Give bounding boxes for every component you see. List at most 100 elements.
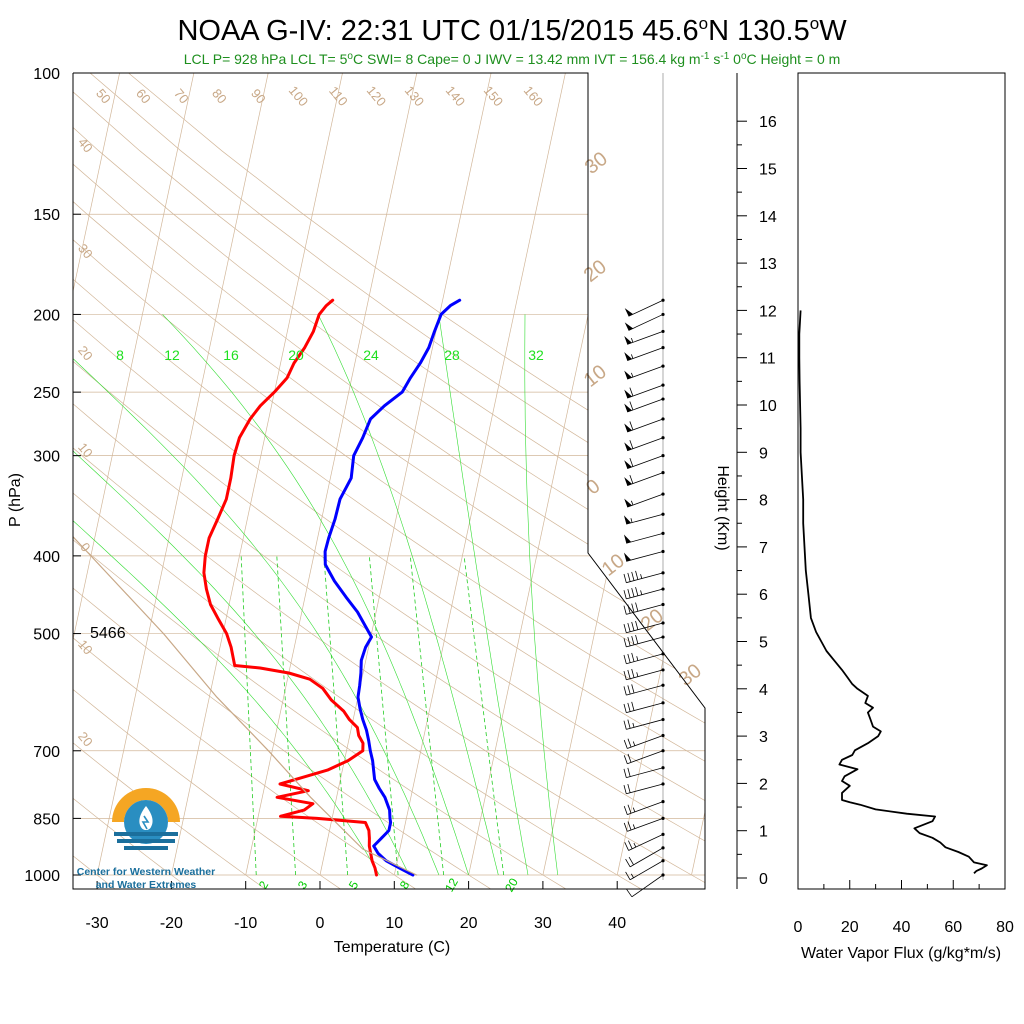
x-axis-label: Temperature (C)	[334, 939, 450, 956]
wind-barb-flag	[629, 474, 634, 484]
height-tick-label: 8	[759, 493, 768, 510]
moist-adiabat-line	[317, 314, 499, 876]
wind-barb-flag	[623, 590, 627, 599]
parcel-line	[73, 73, 418, 876]
flux-x-axis-label: Water Vapor Flux (g/kg*m/s)	[801, 945, 1001, 962]
logo-wave-1	[114, 832, 178, 836]
wind-barb	[624, 329, 665, 345]
wind-barb-dot	[661, 346, 665, 350]
isotherm-label: 0	[582, 475, 604, 499]
y-tick-label: 100	[33, 66, 60, 83]
y-tick-label: 200	[33, 307, 60, 324]
wind-barb-flag	[625, 871, 631, 880]
wind-barb-staff	[631, 874, 664, 898]
wind-barb-flag	[635, 586, 639, 596]
wind-barb-staff	[626, 767, 664, 778]
isotherm-label: 30	[581, 148, 612, 179]
wind-barb-pennant	[624, 460, 632, 469]
wind-barb-pennant	[624, 403, 632, 413]
dry-adiabat-label: 160	[521, 83, 546, 109]
wind-barb	[625, 859, 665, 881]
wind-barb-pennant	[623, 552, 632, 562]
wind-barb-flag	[631, 636, 635, 645]
x-tick-label: -30	[86, 915, 109, 932]
wind-barb	[624, 364, 665, 380]
wind-barb-staff	[626, 588, 664, 600]
wind-barb-flag	[623, 720, 627, 730]
moist-adiabat-line	[524, 314, 559, 876]
logo-wave-2	[117, 839, 175, 843]
height-tick-label: 12	[759, 303, 777, 320]
height-tick-label: 16	[759, 114, 777, 131]
height-tick-label: 1	[759, 824, 768, 841]
logo-text-line1: Center for Western Weather	[77, 866, 215, 878]
logo-text-line2: and Water Extremes	[96, 879, 197, 891]
dry-adiabat-line	[73, 73, 346, 889]
moist-adiabat-line	[73, 314, 410, 876]
wind-barb-dot	[661, 846, 665, 850]
height-tick-label: 7	[759, 540, 768, 557]
wind-barb-dot	[661, 683, 665, 687]
wind-barb-flag	[631, 603, 635, 613]
wind-barb-flag	[627, 702, 631, 712]
wind-barb-flag	[629, 387, 634, 397]
wind-barb-dot	[661, 549, 665, 554]
wind-barb-dot	[661, 766, 665, 770]
wind-barb-flag	[623, 785, 627, 794]
wind-barb	[623, 570, 665, 584]
wind-barb-flag	[631, 668, 635, 678]
wind-barb-flag	[623, 806, 628, 815]
flux-x-tick-label: 60	[944, 919, 962, 936]
wind-barb-flag	[623, 624, 627, 633]
wind-barb-flag	[628, 856, 634, 866]
wind-barb-pennant	[624, 308, 634, 317]
wind-barb	[623, 816, 665, 832]
wind-barb-flag	[631, 701, 635, 711]
mixing-ratio-line	[240, 555, 257, 876]
flux-panel: 0 20 40 60 80 Water Vapor Flux (g/kg*m/s)	[794, 72, 1014, 962]
flux-x-tick-label: 20	[841, 919, 859, 936]
wind-barb-half-flag	[632, 741, 636, 746]
wind-barb-flag	[623, 755, 628, 764]
wind-barb-dot	[661, 298, 665, 302]
wind-barb-half-flag	[631, 354, 634, 359]
wind-barb	[623, 749, 665, 765]
dry-adiabat-line	[73, 73, 705, 889]
dry-adiabat-label: 10	[75, 440, 96, 461]
y-tick-label: 300	[33, 449, 60, 466]
dry-adiabat-label: 50	[93, 86, 114, 107]
wind-barb-staff	[627, 365, 664, 380]
wind-barb-dot	[661, 364, 665, 368]
wind-barb-flag	[625, 858, 631, 868]
skewt-axes: -30 -20 -10 0 10 20 30 401001502002503004005007…	[24, 66, 626, 932]
wind-barb-dot	[661, 621, 665, 625]
wind-barb-dot	[661, 531, 665, 535]
wind-barb-flag	[629, 440, 634, 449]
wind-barb	[623, 733, 665, 749]
wind-barb-flag	[631, 684, 635, 694]
skewt-background-lines	[73, 73, 705, 889]
wind-barb-staff	[627, 750, 664, 765]
x-tick-label: 0	[316, 915, 325, 932]
wind-barb-dot	[661, 832, 665, 837]
moist-adiabat-label: 32	[528, 347, 544, 363]
wind-barb-flag	[623, 739, 628, 749]
wind-barb-flag	[635, 570, 639, 580]
wind-barbs	[623, 73, 665, 898]
wind-barb-staff	[627, 347, 664, 361]
wind-barb-half-flag	[632, 807, 636, 813]
wind-barb-staff	[627, 437, 664, 452]
y-tick-label: 400	[33, 549, 60, 566]
wind-barb-pennant	[624, 335, 632, 345]
wind-barb-half-flag	[631, 500, 634, 506]
wind-barb	[626, 873, 665, 898]
dry-adiabat-line	[73, 73, 647, 889]
dry-adiabat-line	[73, 73, 705, 889]
flux-axes: 0 20 40 60 80	[794, 880, 1014, 936]
y-tick-label: 500	[33, 627, 60, 644]
wind-barb-pennant	[624, 477, 632, 486]
wind-barb-staff	[627, 455, 664, 470]
wind-barb-staff	[626, 551, 664, 562]
height-tick-label: 11	[759, 351, 776, 368]
wind-barb-pennant	[624, 322, 634, 331]
